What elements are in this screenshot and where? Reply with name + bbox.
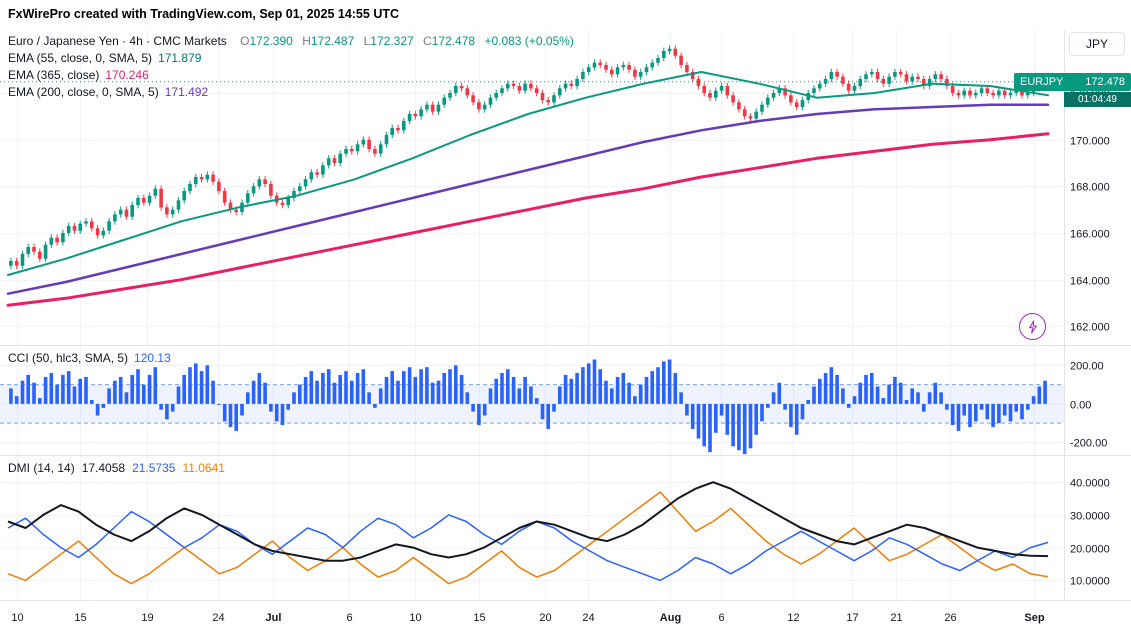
svg-text:170.000: 170.000 bbox=[1070, 136, 1110, 148]
main-chart-legend: Euro / Japanese Yen · 4h · CMC Markets O… bbox=[8, 33, 574, 101]
svg-text:6: 6 bbox=[346, 612, 352, 624]
dmi-legend[interactable]: DMI (14, 14) 17.4058 21.5735 11.0641 bbox=[8, 460, 225, 477]
currency-unit-button[interactable]: JPY bbox=[1069, 32, 1125, 56]
indicator-legend-ema200[interactable]: EMA (200, close, 0, SMA, 5) 171.492 bbox=[8, 84, 574, 101]
indicator-legend-ema365[interactable]: EMA (365, close) 170.246 bbox=[8, 67, 574, 84]
panel-separators bbox=[0, 30, 1131, 601]
dmi-label: DMI (14, 14) bbox=[8, 461, 75, 475]
bar-countdown: 01:04:49 bbox=[1064, 92, 1131, 107]
svg-text:19: 19 bbox=[141, 612, 153, 624]
open-label: O bbox=[240, 34, 250, 48]
dmi-minus-di-value: 11.0641 bbox=[182, 461, 225, 475]
ema55-value: 171.879 bbox=[158, 51, 202, 65]
grid-lines bbox=[0, 30, 1064, 600]
svg-text:24: 24 bbox=[212, 612, 224, 624]
svg-text:21: 21 bbox=[890, 612, 902, 624]
change-value: +0.083 (+0.05%) bbox=[484, 34, 574, 48]
svg-text:200.00: 200.00 bbox=[1070, 361, 1104, 373]
close-value: 172.478 bbox=[431, 34, 476, 48]
svg-text:10: 10 bbox=[409, 612, 421, 624]
dmi-plus-di-value: 21.5735 bbox=[132, 461, 176, 475]
svg-text:Aug: Aug bbox=[660, 612, 681, 624]
ema200-label: EMA (200, close, 0, SMA, 5) bbox=[8, 85, 159, 99]
watermark-title: FxWirePro created with TradingView.com, … bbox=[8, 7, 400, 21]
cci-value: 120.13 bbox=[134, 351, 171, 365]
svg-text:10: 10 bbox=[11, 612, 23, 624]
candlestick-series bbox=[9, 45, 1047, 269]
high-label: H bbox=[302, 34, 311, 48]
svg-text:10.0000: 10.0000 bbox=[1070, 576, 1110, 588]
svg-text:168.000: 168.000 bbox=[1070, 182, 1110, 194]
svg-text:0.00: 0.00 bbox=[1070, 400, 1091, 412]
price-axis[interactable]: 162.000164.000166.000168.000170.000172.0… bbox=[1070, 89, 1110, 588]
svg-text:20: 20 bbox=[539, 612, 551, 624]
ema365-label: EMA (365, close) bbox=[8, 68, 100, 82]
svg-text:164.000: 164.000 bbox=[1070, 276, 1110, 288]
svg-text:15: 15 bbox=[473, 612, 485, 624]
lightning-icon[interactable] bbox=[1019, 313, 1046, 340]
ema-lines bbox=[0, 71, 1064, 307]
svg-text:166.000: 166.000 bbox=[1070, 229, 1110, 241]
close-label: C bbox=[423, 34, 432, 48]
svg-text:24: 24 bbox=[582, 612, 594, 624]
svg-text:26: 26 bbox=[944, 612, 956, 624]
svg-text:40.0000: 40.0000 bbox=[1070, 478, 1110, 490]
low-label: L bbox=[363, 34, 371, 48]
svg-text:6: 6 bbox=[718, 612, 724, 624]
lightning-bolt-glyph bbox=[1028, 319, 1037, 334]
svg-text:17: 17 bbox=[846, 612, 858, 624]
ema200-value: 171.492 bbox=[164, 85, 209, 99]
svg-text:162.000: 162.000 bbox=[1070, 322, 1110, 334]
cci-histogram bbox=[0, 359, 1064, 455]
indicator-legend-ema55[interactable]: EMA (55, close, 0, SMA, 5) 171.879 bbox=[8, 50, 574, 67]
svg-text:Jul: Jul bbox=[266, 612, 282, 624]
svg-text:12: 12 bbox=[787, 612, 799, 624]
svg-text:20.0000: 20.0000 bbox=[1070, 544, 1110, 556]
cci-legend[interactable]: CCI (50, hlc3, SMA, 5) 120.13 bbox=[8, 350, 171, 367]
svg-text:30.0000: 30.0000 bbox=[1070, 511, 1110, 523]
symbol-legend-row[interactable]: Euro / Japanese Yen · 4h · CMC Markets O… bbox=[8, 33, 574, 50]
price-label: EURJPY 172.478 bbox=[1014, 73, 1131, 91]
dmi-adx-value: 17.4058 bbox=[81, 461, 126, 475]
svg-text:15: 15 bbox=[74, 612, 86, 624]
ema55-label: EMA (55, close, 0, SMA, 5) bbox=[8, 51, 153, 65]
ema365-value: 170.246 bbox=[105, 68, 149, 82]
svg-text:-200.00: -200.00 bbox=[1070, 438, 1107, 450]
cci-label: CCI (50, hlc3, SMA, 5) bbox=[8, 351, 129, 365]
dmi-lines bbox=[7, 481, 1049, 585]
svg-text:Sep: Sep bbox=[1024, 612, 1044, 624]
time-axis[interactable]: 10 15 19 24 Jul 6 10 15 20 24 Aug 6 12 17 21 26 Sep bbox=[11, 612, 1044, 624]
price-label-value: 172.478 bbox=[1085, 76, 1125, 88]
price-label-symbol: EURJPY bbox=[1020, 76, 1064, 88]
open-value: 172.390 bbox=[249, 34, 293, 48]
low-value: 172.327 bbox=[370, 34, 414, 48]
symbol-title: Euro / Japanese Yen · 4h · CMC Markets bbox=[8, 34, 227, 48]
high-value: 172.487 bbox=[310, 34, 355, 48]
